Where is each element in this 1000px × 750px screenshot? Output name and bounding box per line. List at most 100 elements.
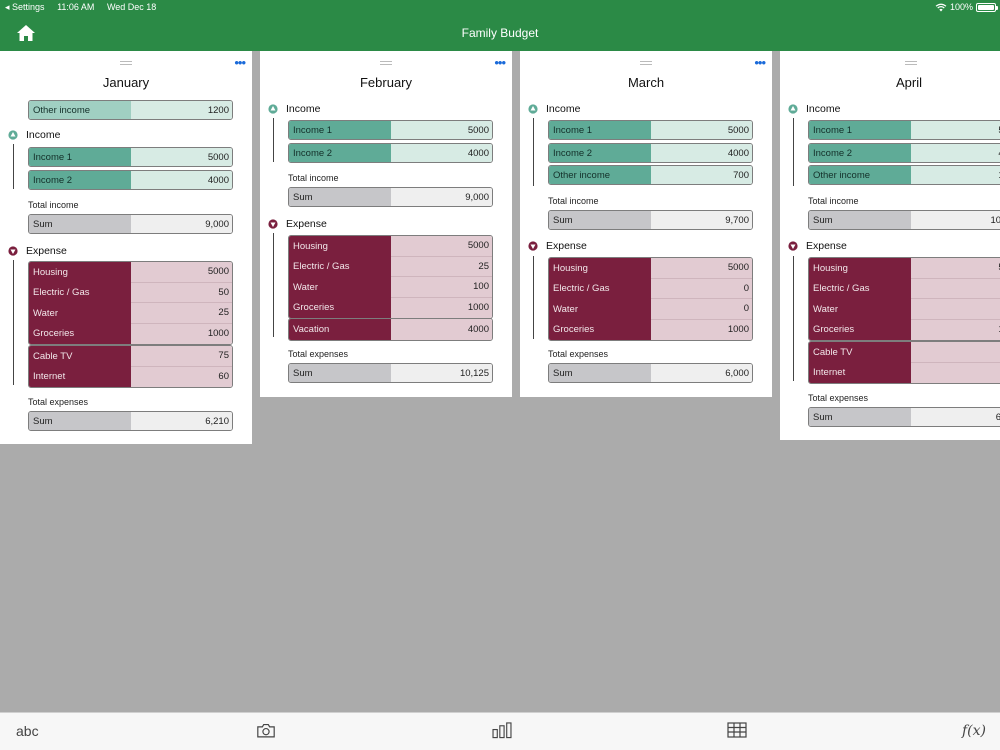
income-row[interactable]: Income 2 4000 bbox=[28, 170, 233, 190]
income-category-icon bbox=[528, 104, 538, 114]
expense-row[interactable]: Electric / Gas 25 bbox=[289, 256, 492, 277]
sheet-title: March bbox=[627, 75, 665, 90]
sheet-february: ••• February Income Income 1 5000 Income… bbox=[260, 51, 512, 397]
wifi-icon bbox=[935, 3, 947, 11]
battery-percent: 100% bbox=[949, 2, 973, 12]
total-income-label: Total income bbox=[548, 196, 599, 206]
expense-row[interactable]: Electric / Gas 0 bbox=[549, 278, 752, 299]
other-income-row[interactable]: Other income 1200 bbox=[28, 100, 233, 120]
total-expenses-label: Total expenses bbox=[548, 349, 609, 359]
more-options-icon[interactable]: ••• bbox=[234, 55, 246, 70]
income-sum-row[interactable]: Sum 10,2 bbox=[808, 210, 1000, 230]
expense-block: Housing 5000 Electric / Gas 50 Water 25 Gro… bbox=[28, 261, 233, 345]
sheet-title: January bbox=[102, 75, 150, 90]
home-icon[interactable] bbox=[16, 24, 36, 42]
expense-row[interactable]: Water 25 bbox=[29, 303, 232, 324]
income-section-header: Income bbox=[268, 103, 320, 115]
expense-group-line bbox=[13, 260, 14, 385]
expense-category-icon bbox=[788, 241, 798, 251]
expense-row[interactable]: Housing 5000 bbox=[29, 262, 232, 283]
expense-row[interactable]: Housing 5000 bbox=[549, 258, 752, 279]
income-sum-row[interactable]: Sum 9,000 bbox=[288, 187, 493, 207]
expense-row[interactable]: Water bbox=[809, 299, 1000, 320]
income-row[interactable]: Income 1 5000 bbox=[288, 120, 493, 140]
expense-block: Cable TV Internet bbox=[808, 341, 1000, 384]
more-options-icon[interactable]: ••• bbox=[754, 55, 766, 70]
expense-row[interactable]: Groceries 1000 bbox=[29, 323, 232, 344]
expense-group-line bbox=[273, 233, 274, 337]
navigation-bar: ◂ Settings 11:06 AM Wed Dec 18 100% Fami… bbox=[0, 0, 1000, 51]
total-expenses-label: Total expenses bbox=[808, 393, 869, 403]
expense-category-icon bbox=[268, 219, 278, 229]
expense-row[interactable]: Cable TV bbox=[809, 342, 1000, 363]
drag-handle-icon[interactable] bbox=[120, 61, 132, 65]
back-to-settings-link[interactable]: ◂ Settings bbox=[5, 2, 45, 12]
camera-icon[interactable] bbox=[256, 722, 276, 739]
app-title: Family Budget bbox=[461, 26, 539, 40]
expense-row[interactable]: Electric / Gas bbox=[809, 278, 1000, 299]
expense-section-header: Expense bbox=[528, 240, 587, 252]
total-income-label: Total income bbox=[28, 200, 79, 210]
bottom-toolbar: abc f(x) bbox=[0, 712, 1000, 750]
expense-sum-row[interactable]: Sum 6,1 bbox=[808, 407, 1000, 427]
expense-row[interactable]: Internet 60 bbox=[29, 366, 232, 387]
formula-button[interactable]: f(x) bbox=[962, 723, 987, 739]
income-row[interactable]: Income 1 50 bbox=[808, 120, 1000, 140]
drag-handle-icon[interactable] bbox=[380, 61, 392, 65]
income-category-icon bbox=[788, 104, 798, 114]
expense-row[interactable]: Vacation 4000 bbox=[289, 319, 492, 340]
expense-row[interactable]: Water 0 bbox=[549, 299, 752, 320]
sheet-january: ••• January Other income 1200 Income Inc… bbox=[0, 51, 252, 444]
sheet-title: April bbox=[895, 75, 922, 90]
expense-group-line bbox=[793, 256, 794, 381]
expense-row[interactable]: Groceries 1000 bbox=[289, 297, 492, 318]
income-row[interactable]: Income 1 5000 bbox=[28, 147, 233, 167]
income-group-line bbox=[533, 118, 534, 186]
text-input-button[interactable]: abc bbox=[16, 723, 39, 739]
income-row[interactable]: Other income 700 bbox=[548, 165, 753, 185]
income-section-header: Income bbox=[528, 103, 580, 115]
expense-section-header: Expense bbox=[268, 218, 327, 230]
expense-sum-row[interactable]: Sum 6,000 bbox=[548, 363, 753, 383]
battery-icon bbox=[976, 2, 998, 12]
total-expenses-label: Total expenses bbox=[28, 397, 89, 407]
income-group-line bbox=[13, 144, 14, 189]
income-row[interactable]: Income 2 4000 bbox=[548, 143, 753, 163]
expense-block: Vacation 4000 bbox=[288, 318, 493, 341]
more-options-icon[interactable]: ••• bbox=[494, 55, 506, 70]
income-row[interactable]: Income 2 4000 bbox=[288, 143, 493, 163]
income-group-line bbox=[793, 118, 794, 186]
sheet-march: ••• March Income Income 1 5000 Income 2 … bbox=[520, 51, 772, 397]
expense-sum-row[interactable]: Sum 6,210 bbox=[28, 411, 233, 431]
bar-chart-icon[interactable] bbox=[491, 722, 513, 739]
expense-block: Housing 5000 Electric / Gas 25 Water 100 Gr… bbox=[288, 235, 493, 319]
total-income-label: Total income bbox=[808, 196, 859, 206]
income-row[interactable]: Other income 12 bbox=[808, 165, 1000, 185]
expense-group-line bbox=[533, 256, 534, 339]
expense-row[interactable]: Housing 5000 bbox=[289, 236, 492, 257]
table-grid-icon[interactable] bbox=[727, 722, 747, 738]
expense-row[interactable]: Internet bbox=[809, 362, 1000, 383]
income-row[interactable]: Income 2 40 bbox=[808, 143, 1000, 163]
total-income-label: Total income bbox=[288, 173, 339, 183]
income-sum-row[interactable]: Sum 9,700 bbox=[548, 210, 753, 230]
income-category-icon bbox=[268, 104, 278, 114]
expense-row[interactable]: Groceries 1000 bbox=[549, 319, 752, 340]
income-category-icon bbox=[8, 130, 18, 140]
drag-handle-icon[interactable] bbox=[905, 61, 917, 65]
expense-row[interactable]: Cable TV 75 bbox=[29, 346, 232, 367]
income-row[interactable]: Income 1 5000 bbox=[548, 120, 753, 140]
expense-row[interactable]: Water 100 bbox=[289, 277, 492, 298]
income-section-header: Income bbox=[788, 103, 840, 115]
expense-row[interactable]: Electric / Gas 50 bbox=[29, 282, 232, 303]
expense-block: Housing 5000 Electric / Gas 0 Water 0 Groce… bbox=[548, 257, 753, 341]
status-date: Wed Dec 18 bbox=[106, 2, 157, 12]
drag-handle-icon[interactable] bbox=[640, 61, 652, 65]
sheet-april: April Income Income 1 50 Income 2 40 Oth… bbox=[780, 51, 1000, 440]
expense-sum-row[interactable]: Sum 10,125 bbox=[288, 363, 493, 383]
income-sum-row[interactable]: Sum 9,000 bbox=[28, 214, 233, 234]
status-bar: ◂ Settings 11:06 AM Wed Dec 18 100% bbox=[0, 0, 1000, 15]
expense-block: Cable TV 75 Internet 60 bbox=[28, 345, 233, 388]
